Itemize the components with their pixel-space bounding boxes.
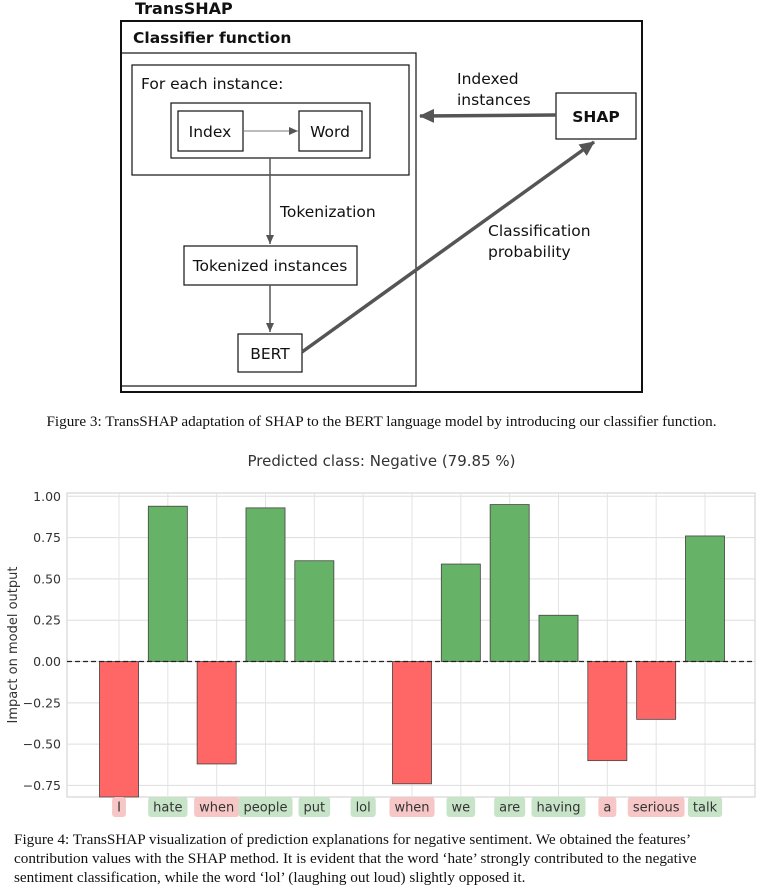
bar-put [294, 560, 335, 662]
classprob-label-line2: probability [488, 243, 571, 261]
y-tick-label: 1.00 [33, 489, 61, 504]
bar-hate [147, 505, 188, 662]
bar-people [245, 507, 286, 662]
for-each-label: For each instance: [141, 75, 283, 93]
x-label-hate: hate [148, 797, 188, 817]
classprob-label-line1: Classification [488, 222, 591, 240]
word-label: Word [310, 123, 350, 141]
bert-label: BERT [250, 345, 290, 363]
x-label-we: we [446, 797, 476, 817]
bar-we [440, 563, 481, 662]
x-label-background [627, 797, 685, 817]
x-label-background [238, 797, 293, 817]
x-label-background [112, 797, 126, 817]
chart-title: Predicted class: Negative (79.85 %) [247, 452, 516, 470]
figure-4-caption: Figure 4: TransSHAP visualization of pre… [14, 830, 750, 887]
x-label-people: people [238, 797, 293, 817]
x-tick-label: hate [153, 801, 182, 816]
tokenization-label: Tokenization [279, 203, 376, 221]
x-tick-label: I [117, 801, 121, 816]
x-tick-label: people [243, 801, 287, 816]
bar-i [99, 661, 139, 798]
figure-3-caption: Figure 3: TransSHAP adaptation of SHAP t… [46, 413, 717, 430]
x-tick-label: when [394, 801, 429, 816]
x-label-put: put [298, 797, 331, 817]
bar-talk [685, 535, 725, 662]
x-label-background [446, 797, 476, 817]
figure-4-caption-line: sentiment classification, while the word… [14, 869, 526, 886]
x-label-background [389, 797, 435, 817]
y-tick-label: −0.50 [23, 737, 61, 752]
x-tick-label: when [199, 801, 234, 816]
x-tick-label: a [603, 801, 611, 816]
y-tick-label: 0.50 [33, 571, 61, 586]
index-label: Index [189, 123, 232, 141]
bar-a [587, 661, 628, 762]
tokenized-label: Tokenized instances [192, 257, 348, 275]
shap-to-classifier-arrow [419, 108, 557, 123]
bar-having [538, 614, 579, 662]
x-label-background [350, 797, 376, 817]
x-tick-label: we [452, 801, 471, 816]
x-label-are: are [494, 797, 526, 817]
y-tick-label: −0.75 [23, 778, 61, 793]
classifier-title: Classifier function [133, 29, 291, 47]
x-tick-label: serious [633, 801, 680, 816]
shap-label: SHAP [572, 108, 620, 126]
index-box [177, 110, 244, 152]
transshap-title: TransSHAP [135, 0, 233, 18]
y-tick-label: 0.75 [33, 530, 61, 545]
bar-serious [636, 661, 677, 720]
x-label-background [494, 797, 526, 817]
word-box [298, 110, 363, 152]
y-tick-label: −0.25 [23, 695, 61, 710]
bar-when [392, 661, 432, 785]
x-label-talk: talk [687, 797, 723, 817]
x-tick-label: are [499, 801, 520, 816]
bert-to-shap-arrow [300, 140, 596, 354]
y-tick-labels: 1.00 0.75 0.50 0.25 0.00 −0.25 −0.50 −0.75 [23, 489, 61, 793]
x-label-background [298, 797, 331, 817]
transshap-diagram: TransSHAP Classifier function For each i… [120, 0, 643, 393]
x-label-background [598, 797, 617, 817]
bert-box [237, 333, 303, 373]
y-tick-label: 0.25 [33, 613, 61, 628]
figure-4-caption-line: contribution values with the SHAP method… [14, 850, 697, 867]
figure-4-caption-line: Figure 4: TransSHAP visualization of pre… [14, 831, 692, 848]
x-label-when: when [194, 797, 240, 817]
x-label-background [687, 797, 723, 817]
indexed-label-line2: instances [457, 91, 531, 109]
bar-when [196, 661, 237, 765]
x-label-lol: lol [350, 797, 376, 817]
x-label-serious: serious [627, 797, 685, 817]
x-label-when: when [389, 797, 435, 817]
x-tick-label: lol [356, 801, 371, 816]
x-tick-label: put [304, 801, 326, 816]
y-axis-label: Impact on model output [6, 567, 21, 724]
y-tick-label: 0.00 [33, 654, 61, 669]
x-label-background [148, 797, 188, 817]
classifier-box [120, 52, 417, 387]
x-label-background [531, 797, 586, 817]
x-tick-label: having [536, 801, 580, 816]
x-label-a: a [598, 797, 617, 817]
chart-bars [99, 504, 725, 798]
indexed-label-line1: Indexed [457, 70, 519, 88]
bar-are [489, 504, 530, 662]
x-label-background [194, 797, 240, 817]
x-label-i: I [112, 797, 126, 817]
x-tick-label: talk [693, 801, 718, 816]
x-label-having: having [531, 797, 586, 817]
